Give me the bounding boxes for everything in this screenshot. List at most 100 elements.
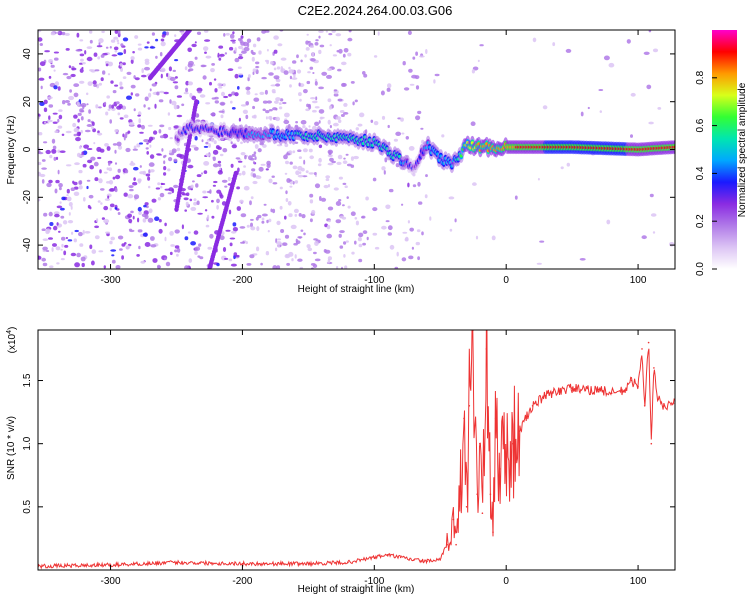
heatmap-speckle — [51, 247, 54, 252]
heatmap-speckle — [343, 112, 349, 115]
heatmap-speckle — [306, 244, 311, 249]
heatmap-speckle — [89, 165, 94, 170]
heatmap-speckle — [327, 162, 334, 166]
heatmap-speckle — [320, 197, 327, 202]
heatmap-speckle — [66, 188, 70, 194]
heatmap-speckle — [112, 176, 116, 180]
heatmap-speckle — [211, 97, 216, 100]
heatmap-speckle — [83, 197, 86, 202]
heatmap-speckle — [97, 132, 103, 136]
heatmap-speckle — [542, 105, 548, 110]
heatmap-speckle — [252, 161, 256, 164]
heatmap-speckle — [230, 100, 233, 104]
heatmap-speckle — [265, 116, 268, 120]
heatmap-speckle — [203, 170, 208, 175]
heatmap-speckle — [49, 265, 54, 269]
heatmap-speckle — [219, 194, 224, 199]
heatmap-speckle — [112, 143, 118, 146]
heatmap-speckle — [218, 45, 224, 49]
heatmap-speckle — [57, 125, 63, 129]
heatmap-speckle — [203, 161, 210, 166]
heatmap-speckle — [339, 110, 345, 113]
heatmap-speckle — [387, 225, 393, 231]
heatmap-speckle — [164, 188, 170, 191]
heatmap-speckle — [73, 127, 80, 133]
heatmap-speckle — [105, 63, 109, 67]
snr-point — [175, 561, 178, 564]
heatmap-speckle — [234, 92, 239, 97]
heatmap-speckle — [147, 217, 154, 223]
heatmap-speckle — [394, 266, 399, 269]
heatmap-speckle — [266, 163, 271, 169]
heatmap-speckle — [62, 220, 68, 225]
heatmap-speckle — [79, 39, 84, 42]
colorbar-tick-label: 0.8 — [695, 70, 706, 84]
heatmap-speckle — [357, 123, 363, 127]
heatmap-speckle — [275, 247, 278, 252]
heatmap-speckle — [182, 193, 188, 196]
heatmap-speckle — [247, 42, 250, 48]
snr-point — [426, 560, 428, 562]
heatmap-speckle — [359, 112, 365, 118]
heatmap-speckle — [100, 202, 103, 205]
heatmap-speckle — [114, 162, 118, 165]
heatmap-speckle — [216, 198, 220, 204]
heatmap-speckle — [251, 168, 256, 172]
heatmap-speckle — [292, 150, 296, 154]
heatmap-speckle — [246, 91, 251, 95]
heatmap-speckle — [240, 141, 243, 145]
heatmap-speckle — [249, 200, 252, 206]
heatmap-speckle — [143, 104, 146, 108]
heatmap-speckle — [312, 72, 315, 74]
heatmap-speckle — [193, 201, 198, 206]
heatmap-speckle — [238, 53, 243, 57]
colorbar-tick-label: 0.6 — [695, 118, 706, 132]
heatmap-speckle — [73, 186, 79, 190]
heatmap-speckle — [141, 213, 148, 218]
snr-point — [307, 562, 310, 565]
heatmap-speckle — [283, 70, 289, 75]
heatmap-speckle — [342, 160, 348, 164]
snr-point — [476, 493, 479, 496]
heatmap-speckle — [204, 209, 208, 212]
heatmap-speckle — [118, 103, 123, 109]
heatmap-speckle — [149, 154, 155, 159]
heatmap-speckle — [318, 86, 324, 90]
heatmap-speckle — [211, 215, 215, 219]
heatmap-speckle — [68, 65, 72, 69]
heatmap-speckle — [255, 175, 262, 180]
heatmap-speckle — [261, 217, 265, 221]
heatmap-speckle — [247, 87, 251, 90]
heatmap-speckle — [165, 261, 171, 267]
heatmap-speckle — [130, 84, 136, 89]
heatmap-speckle — [109, 46, 112, 49]
heatmap-speckle — [377, 31, 380, 36]
heatmap-speckle — [220, 102, 225, 106]
heatmap-speckle — [339, 230, 345, 234]
snr-point — [647, 341, 650, 344]
heatmap-speckle — [387, 83, 392, 89]
heatmap-speckle — [285, 254, 289, 258]
heatmap-speckle — [76, 252, 81, 258]
snr-frame — [37, 329, 676, 571]
heatmap-speckle — [402, 61, 406, 66]
heatmap-speckle — [176, 114, 183, 118]
heatmap-speckle — [343, 254, 346, 258]
heatmap-speckle — [308, 148, 313, 153]
heatmap-speckle — [471, 69, 475, 74]
heatmap-speckle — [121, 243, 126, 247]
heatmap-speckle — [144, 66, 150, 71]
heatmap-speckle — [77, 118, 80, 123]
heatmap-speckle — [293, 208, 299, 214]
heatmap-speckle — [272, 182, 278, 185]
heatmap-speckle — [52, 243, 57, 247]
heatmap-speckle — [201, 64, 207, 68]
heatmap-speckle — [93, 161, 99, 167]
heatmap-speckle — [307, 40, 311, 44]
heatmap-speckle — [157, 197, 161, 201]
heatmap-speckle — [148, 92, 152, 98]
heatmap-speckle — [204, 51, 207, 54]
heatmap-speckle — [78, 146, 82, 149]
heatmap-speckle — [207, 190, 211, 194]
heatmap-speckle — [165, 31, 169, 36]
